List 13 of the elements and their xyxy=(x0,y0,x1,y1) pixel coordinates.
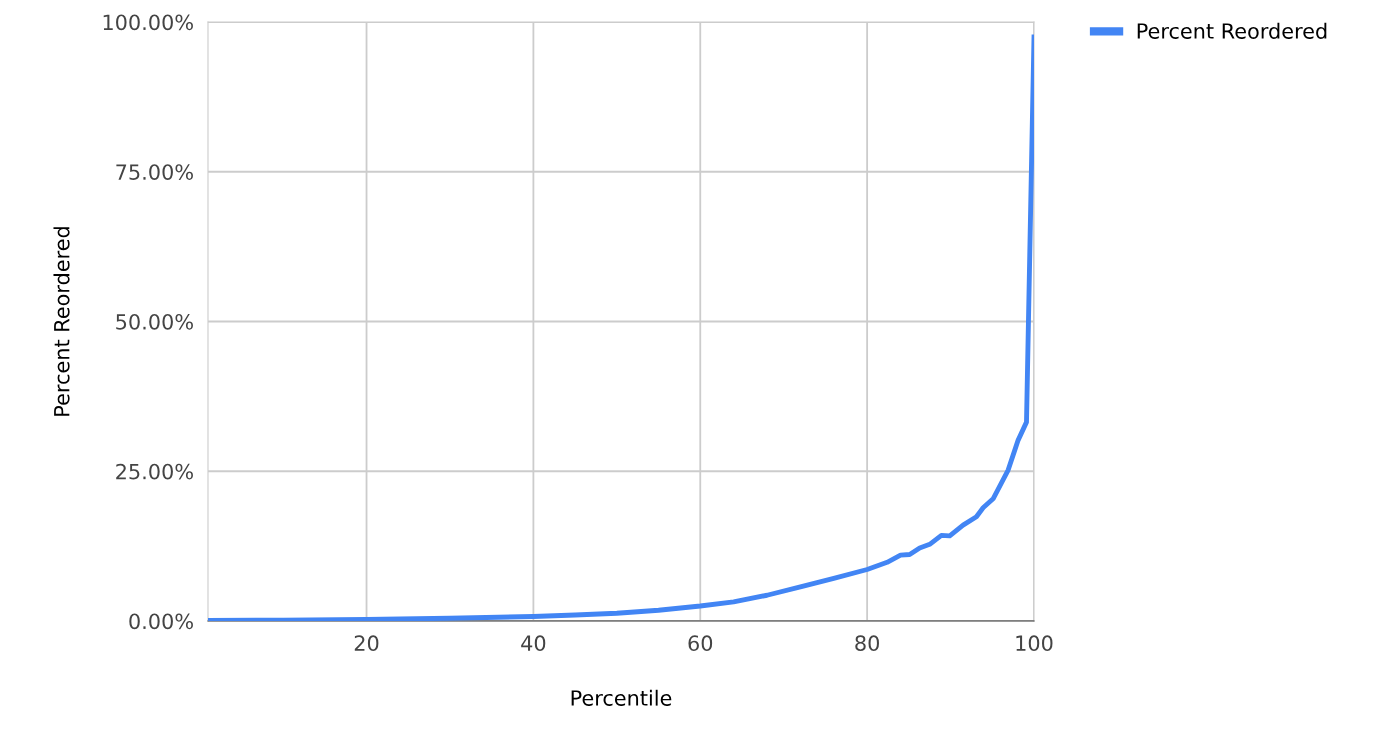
legend-label: Percent Reordered xyxy=(1137,22,1327,39)
x-tick-label: 60 xyxy=(688,635,713,652)
y-tick-label: 0.00% xyxy=(129,613,193,630)
y-tick-label: 75.00% xyxy=(116,164,193,180)
x-tick-label: 80 xyxy=(855,635,879,652)
x-axis-title: Percentile xyxy=(571,689,672,706)
x-tick-label: 20 xyxy=(354,635,379,652)
x-tick-label: 40 xyxy=(521,635,546,652)
x-tick-label: 100 xyxy=(1016,635,1053,652)
y-tick-label: 25.00% xyxy=(116,463,193,480)
y-tick-label: 50.00% xyxy=(116,313,193,330)
y-axis-title: Percent Reordered xyxy=(53,227,70,416)
y-tick-label: 100.00% xyxy=(103,14,193,31)
